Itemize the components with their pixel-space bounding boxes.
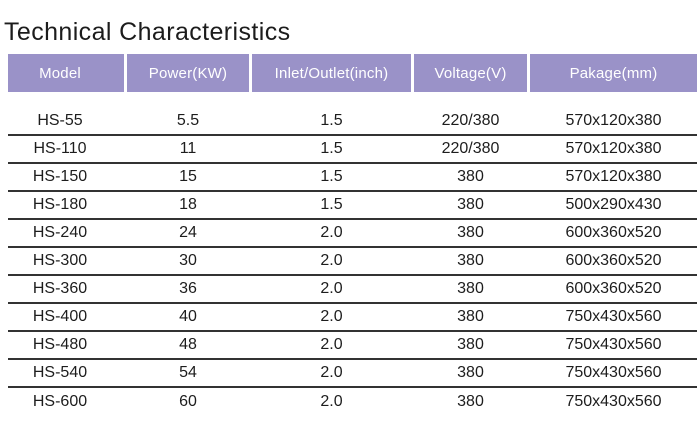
cell-inlet-outlet: 1.5 <box>320 140 343 157</box>
cell-voltage: 380 <box>457 168 484 185</box>
table-row: HS-600 60 2.0 380 750x430x560 <box>8 388 697 416</box>
cell-voltage: 380 <box>457 393 484 410</box>
cell-model: HS-300 <box>32 252 88 269</box>
cell-voltage: 380 <box>457 252 484 269</box>
cell-inlet-outlet: 2.0 <box>320 252 343 269</box>
table-body: HS-55 5.5 1.5 220/380 570x120x380 HS-110… <box>8 108 697 416</box>
cell-model: HS-240 <box>32 224 88 241</box>
cell-model: HS-480 <box>32 336 88 353</box>
column-header-voltage: Voltage(V) <box>414 54 527 92</box>
cell-inlet-outlet: 1.5 <box>320 196 343 213</box>
table-row: HS-480 48 2.0 380 750x430x560 <box>8 332 697 360</box>
cell-voltage: 380 <box>457 224 484 241</box>
cell-package: 500x290x430 <box>565 196 662 213</box>
cell-inlet-outlet: 2.0 <box>320 336 343 353</box>
cell-package: 570x120x380 <box>565 112 662 129</box>
cell-inlet-outlet: 2.0 <box>320 224 343 241</box>
cell-package: 600x360x520 <box>565 252 662 269</box>
cell-model: HS-180 <box>32 196 88 213</box>
cell-inlet-outlet: 1.5 <box>320 168 343 185</box>
column-header-inlet-outlet: Inlet/Outlet(inch) <box>252 54 411 92</box>
cell-model: HS-150 <box>32 168 88 185</box>
table-row: HS-110 11 1.5 220/380 570x120x380 <box>8 136 697 164</box>
table-row: HS-240 24 2.0 380 600x360x520 <box>8 220 697 248</box>
table-row: HS-150 15 1.5 380 570x120x380 <box>8 164 697 192</box>
cell-voltage: 220/380 <box>441 140 500 157</box>
cell-inlet-outlet: 2.0 <box>320 308 343 325</box>
cell-package: 750x430x560 <box>565 308 662 325</box>
table-row: HS-300 30 2.0 380 600x360x520 <box>8 248 697 276</box>
cell-power: 24 <box>179 224 197 241</box>
column-header-power: Power(KW) <box>127 54 249 92</box>
cell-power: 15 <box>179 168 197 185</box>
table-row: HS-180 18 1.5 380 500x290x430 <box>8 192 697 220</box>
page-title: Technical Characteristics <box>4 18 291 46</box>
cell-power: 5.5 <box>176 112 200 129</box>
cell-voltage: 380 <box>457 336 484 353</box>
cell-model: HS-600 <box>32 393 88 410</box>
cell-inlet-outlet: 2.0 <box>320 280 343 297</box>
cell-model: HS-400 <box>32 308 88 325</box>
table-row: HS-400 40 2.0 380 750x430x560 <box>8 304 697 332</box>
cell-power: 48 <box>179 336 197 353</box>
cell-voltage: 380 <box>457 308 484 325</box>
cell-package: 750x430x560 <box>565 364 662 381</box>
cell-voltage: 380 <box>457 196 484 213</box>
table-header: Model Power(KW) Inlet/Outlet(inch) Volta… <box>8 54 697 92</box>
cell-package: 600x360x520 <box>565 280 662 297</box>
cell-package: 750x430x560 <box>565 336 662 353</box>
cell-power: 40 <box>179 308 197 325</box>
table-row: HS-540 54 2.0 380 750x430x560 <box>8 360 697 388</box>
cell-inlet-outlet: 1.5 <box>320 112 343 129</box>
cell-model: HS-55 <box>37 112 83 129</box>
cell-model: HS-540 <box>32 364 88 381</box>
table-row: HS-360 36 2.0 380 600x360x520 <box>8 276 697 304</box>
cell-package: 750x430x560 <box>565 393 662 410</box>
cell-package: 570x120x380 <box>565 140 662 157</box>
cell-power: 30 <box>179 252 197 269</box>
cell-inlet-outlet: 2.0 <box>320 364 343 381</box>
cell-inlet-outlet: 2.0 <box>320 393 343 410</box>
cell-power: 18 <box>179 196 197 213</box>
table-row: HS-55 5.5 1.5 220/380 570x120x380 <box>8 108 697 136</box>
cell-voltage: 380 <box>457 280 484 297</box>
cell-power: 60 <box>179 393 197 410</box>
column-header-package: Pakage(mm) <box>530 54 697 92</box>
column-header-model: Model <box>8 54 124 92</box>
cell-voltage: 220/380 <box>441 112 500 129</box>
cell-power: 54 <box>179 364 197 381</box>
cell-model: HS-110 <box>33 140 87 157</box>
cell-package: 570x120x380 <box>565 168 662 185</box>
cell-voltage: 380 <box>457 364 484 381</box>
cell-power: 36 <box>179 280 197 297</box>
cell-package: 600x360x520 <box>565 224 662 241</box>
cell-model: HS-360 <box>32 280 88 297</box>
cell-power: 11 <box>179 140 197 157</box>
